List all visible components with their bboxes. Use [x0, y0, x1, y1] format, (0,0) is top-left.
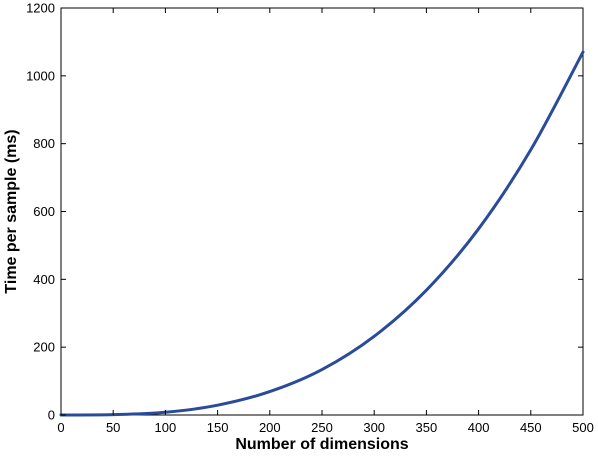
y-tick-label: 800: [33, 136, 55, 151]
y-tick-label: 1000: [26, 68, 55, 83]
y-axis: 0 200 400 600 800 1000 1200: [26, 1, 583, 423]
x-tick-label: 300: [363, 420, 385, 435]
y-tick-label: 200: [33, 340, 55, 355]
y-tick-label: 1200: [26, 1, 55, 16]
plot-area: [60, 7, 584, 416]
x-tick-label: 100: [155, 420, 177, 435]
plot-frame: [60, 7, 584, 416]
x-tick-label: 150: [207, 420, 229, 435]
x-tick-label: 250: [311, 420, 333, 435]
x-tick-label: 450: [520, 420, 542, 435]
series-layer: [59, 50, 585, 417]
y-axis-title: Time per sample (ms): [3, 129, 20, 293]
y-tick-label: 400: [33, 272, 55, 287]
y-tick-label: 600: [33, 204, 55, 219]
x-tick-label: 200: [259, 420, 281, 435]
x-axis-title: Number of dimensions: [235, 436, 408, 453]
x-tick-label: 0: [57, 420, 64, 435]
y-tick-label: 0: [48, 408, 55, 423]
x-tick-label: 400: [468, 420, 490, 435]
x-tick-label: 500: [572, 420, 594, 435]
x-axis: 0 50 100 150 200 250 300 350 400 450 500: [57, 8, 594, 435]
x-tick-label: 50: [106, 420, 120, 435]
series-line: [59, 50, 585, 417]
x-tick-label: 350: [416, 420, 438, 435]
